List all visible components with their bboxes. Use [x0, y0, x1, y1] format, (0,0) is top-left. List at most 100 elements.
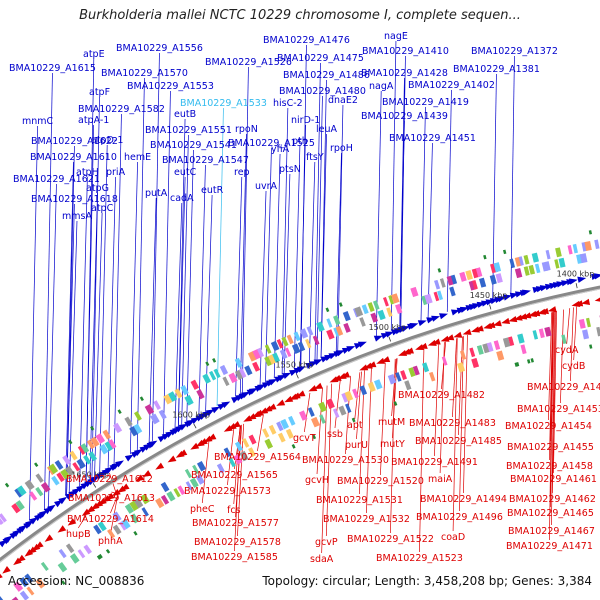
reverse-gene-arrow[interactable]: [376, 357, 386, 364]
reverse-gene-arrow[interactable]: [135, 474, 145, 482]
cog-block-inner[interactable]: [160, 481, 170, 493]
reverse-gene-label[interactable]: BMA10229_A1522: [347, 534, 434, 545]
cog-block-outer[interactable]: [465, 269, 473, 281]
forward-gene-label[interactable]: BMA10229_A1570: [101, 68, 188, 79]
forward-gene-label[interactable]: BMA10229_A1381: [453, 64, 540, 75]
cog-block-inner[interactable]: [280, 418, 290, 430]
forward-gene-arrow[interactable]: [18, 524, 28, 533]
reverse-gene-label[interactable]: BMA10229_A1465: [507, 508, 594, 519]
cog-block-outer[interactable]: [383, 296, 389, 307]
cog-block-outer[interactable]: [134, 411, 142, 421]
cog-block-inner[interactable]: [476, 344, 484, 355]
forward-gene-label[interactable]: atpG: [86, 183, 109, 194]
forward-gene-arrow[interactable]: [178, 423, 188, 431]
reverse-gene-label[interactable]: BMA10229_A1612: [66, 474, 153, 485]
rna-marker[interactable]: [588, 230, 592, 235]
cog-block-outer[interactable]: [88, 451, 98, 462]
reverse-gene-arrow[interactable]: [313, 382, 323, 389]
forward-gene-label[interactable]: BMA10229_A1419: [382, 97, 469, 108]
cog-block-outer[interactable]: [174, 388, 183, 399]
cog-block-outer[interactable]: [472, 280, 478, 290]
reverse-gene-arrow[interactable]: [98, 497, 107, 506]
forward-gene-arrow[interactable]: [409, 323, 419, 330]
rna-marker[interactable]: [527, 359, 531, 364]
cog-block-inner[interactable]: [13, 581, 24, 592]
cog-block-outer[interactable]: [493, 262, 502, 273]
cog-block-inner[interactable]: [19, 590, 30, 600]
reverse-gene-arrow[interactable]: [284, 395, 294, 403]
cog-block-inner[interactable]: [469, 347, 476, 358]
rna-marker[interactable]: [117, 409, 122, 415]
reverse-gene-arrow[interactable]: [398, 349, 408, 356]
cog-block-inner[interactable]: [0, 595, 6, 600]
cog-block-outer[interactable]: [69, 450, 78, 461]
cog-block-inner[interactable]: [400, 370, 407, 380]
cog-block-outer[interactable]: [518, 256, 524, 266]
reverse-gene-arrow[interactable]: [474, 325, 484, 332]
cog-block-inner[interactable]: [285, 428, 294, 439]
forward-gene-label[interactable]: BMA10229_A1610: [30, 152, 117, 163]
reverse-gene-label[interactable]: purU: [345, 440, 368, 451]
reverse-gene-label[interactable]: gcvP: [315, 537, 338, 548]
cog-block-outer[interactable]: [391, 293, 400, 304]
cog-block-outer[interactable]: [108, 439, 117, 449]
cog-block-outer[interactable]: [65, 465, 75, 477]
forward-gene-label[interactable]: BMA10229_A1556: [116, 43, 203, 54]
cog-block-outer[interactable]: [281, 336, 289, 347]
forward-gene-arrow[interactable]: [439, 313, 448, 320]
forward-gene-label[interactable]: BMA10229_A1439: [361, 111, 448, 122]
rna-marker[interactable]: [96, 555, 102, 560]
reverse-gene-label[interactable]: BMA10229_A1482: [398, 390, 485, 401]
cog-block-inner[interactable]: [585, 317, 591, 328]
cog-block-inner[interactable]: [177, 485, 186, 496]
cog-block-inner[interactable]: [239, 450, 249, 462]
forward-gene-arrow[interactable]: [39, 510, 48, 518]
cog-block-outer[interactable]: [410, 286, 419, 298]
reverse-gene-arrow[interactable]: [594, 296, 600, 302]
reverse-gene-label[interactable]: BMA10229_A1523: [376, 553, 463, 564]
cog-block-outer[interactable]: [90, 436, 100, 448]
forward-gene-arrow[interactable]: [417, 320, 427, 327]
forward-gene-label[interactable]: BMA10229_A1525: [228, 138, 315, 149]
reverse-gene-arrow[interactable]: [111, 488, 121, 497]
cog-block-outer[interactable]: [219, 364, 229, 376]
forward-gene-label[interactable]: BMA10229_A1428: [361, 68, 448, 79]
forward-gene-label[interactable]: leuA: [316, 124, 338, 135]
forward-gene-arrow[interactable]: [593, 273, 600, 280]
cog-block-inner[interactable]: [582, 329, 590, 340]
cog-block-outer[interactable]: [247, 351, 257, 362]
forward-gene-arrow[interactable]: [268, 378, 278, 386]
cog-block-outer[interactable]: [459, 271, 467, 282]
rna-marker[interactable]: [351, 417, 356, 423]
cog-block-outer[interactable]: [276, 338, 284, 349]
rna-marker[interactable]: [483, 254, 487, 260]
reverse-gene-arrow[interactable]: [462, 328, 472, 335]
forward-gene-arrow[interactable]: [104, 466, 114, 474]
cog-block-outer[interactable]: [333, 315, 341, 326]
cog-block-outer[interactable]: [388, 295, 395, 305]
cog-block-inner[interactable]: [121, 518, 131, 529]
reverse-gene-label[interactable]: gcvT: [293, 433, 316, 444]
cog-block-outer[interactable]: [433, 291, 440, 302]
reverse-gene-arrow[interactable]: [67, 518, 77, 526]
reverse-gene-label[interactable]: phhA: [98, 536, 123, 547]
cog-block-inner[interactable]: [319, 414, 326, 424]
reverse-gene-arrow[interactable]: [178, 449, 188, 457]
cog-block-inner[interactable]: [97, 521, 107, 532]
cog-block-outer[interactable]: [489, 274, 497, 285]
reverse-gene-arrow[interactable]: [27, 546, 37, 555]
cog-block-outer[interactable]: [35, 473, 44, 483]
forward-gene-label[interactable]: nagE: [384, 31, 408, 42]
cog-block-outer[interactable]: [168, 391, 178, 402]
cog-block-outer[interactable]: [184, 394, 194, 406]
cog-block-inner[interactable]: [538, 328, 545, 339]
reverse-gene-arrow[interactable]: [207, 433, 217, 441]
cog-block-inner[interactable]: [133, 497, 144, 509]
cog-block-outer[interactable]: [572, 243, 578, 254]
forward-gene-label[interactable]: cadA: [170, 193, 194, 204]
cog-block-inner[interactable]: [196, 461, 207, 472]
cog-block-outer[interactable]: [80, 443, 90, 454]
reverse-gene-label[interactable]: apt: [347, 420, 363, 431]
forward-gene-arrow[interactable]: [133, 449, 143, 457]
cog-block-inner[interactable]: [264, 438, 274, 450]
